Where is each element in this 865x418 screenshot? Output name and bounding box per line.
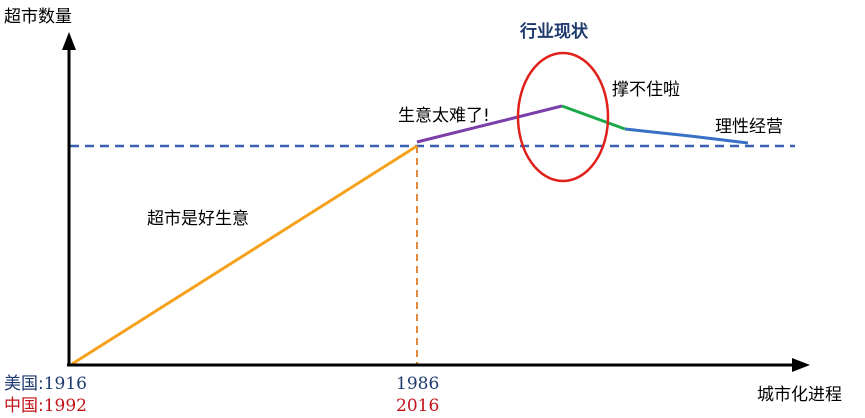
china-mark-year: 2016 bbox=[396, 396, 439, 416]
usa-mark-year: 1986 bbox=[396, 374, 439, 394]
phase-growth-label: 超市是好生意 bbox=[147, 209, 249, 229]
rational-curve bbox=[624, 127, 749, 145]
x-axis-arrow-icon bbox=[792, 358, 810, 372]
usa-label: 美国: bbox=[4, 374, 44, 394]
growth-curve bbox=[71, 144, 418, 366]
diagram-title: 行业现状 bbox=[519, 21, 589, 42]
phase-difficult-label: 生意太难了! bbox=[398, 106, 490, 126]
highlight-circle bbox=[516, 51, 610, 183]
china-start-year: 1992 bbox=[44, 396, 87, 416]
china-label: 中国: bbox=[4, 396, 44, 416]
phase-rational-label: 理性经营 bbox=[715, 117, 783, 137]
difficult-curve bbox=[416, 104, 563, 144]
china-start-row: 中国:1992 bbox=[4, 396, 87, 416]
usa-start-year: 1916 bbox=[44, 374, 87, 394]
struggle-curve bbox=[561, 104, 626, 131]
usa-start-row: 美国:1916 bbox=[4, 374, 87, 394]
phase-struggle-label: 撑不住啦 bbox=[612, 80, 680, 100]
y-axis-label: 超市数量 bbox=[4, 7, 72, 27]
x-axis-label: 城市化进程 bbox=[757, 385, 842, 405]
y-axis-arrow-icon bbox=[62, 32, 76, 50]
